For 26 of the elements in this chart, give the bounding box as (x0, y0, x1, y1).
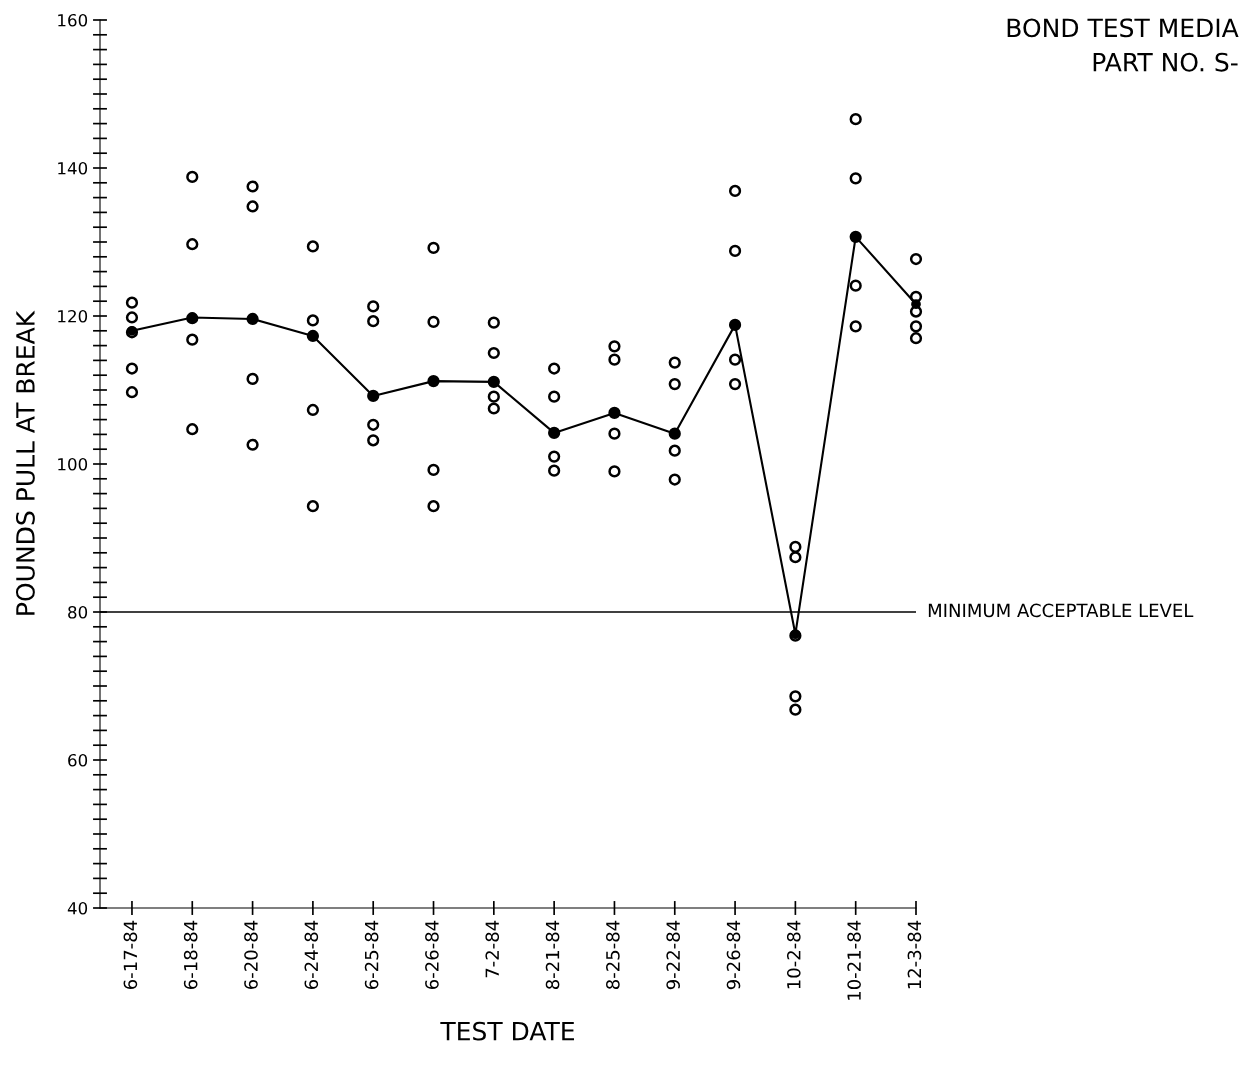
x-tick-label: 6-24-84 (304, 920, 319, 990)
y-tick-label: 100 (58, 457, 88, 471)
x-tick-label: 6-26-84 (425, 920, 439, 990)
y-axis-title: POUNDS PULL AT BREAK (15, 310, 35, 615)
y-tick-label: 80 (68, 605, 88, 619)
x-tick-label: 6-17-84 (123, 920, 138, 990)
x-tick-label: 6-25-84 (364, 920, 379, 990)
x-tick-label: 10-21-84 (847, 920, 861, 1000)
text: PART NO. S- (1093, 52, 1238, 72)
y-tick-label: 120 (58, 309, 88, 323)
x-tick-label: 9-26-84 (726, 920, 741, 990)
x-axis-title: TEST DATE (440, 1021, 574, 1041)
x-tick-label: 8-25-84 (606, 920, 620, 990)
y-tick-label: 140 (58, 161, 88, 175)
x-tick-label: 7-2-84 (485, 920, 500, 978)
x-tick-label: 10-2-84 (786, 920, 801, 989)
x-tick-label: 6-20-84 (244, 920, 258, 990)
y-tick-label: 60 (68, 753, 88, 767)
y-tick-label: 160 (58, 13, 88, 27)
x-tick-label: 9-22-84 (666, 920, 680, 990)
x-tick-label: 12-3-84 (907, 920, 922, 989)
ref-line-label: MINIMUM ACCEPTABLE LEVEL (928, 603, 1194, 618)
text: BOND TEST MEDIA (1007, 18, 1239, 38)
y-tick-label: 40 (67, 901, 88, 915)
x-tick-label: 6-18-84 (183, 920, 198, 990)
x-tick-label: 8-21-84 (545, 920, 560, 990)
